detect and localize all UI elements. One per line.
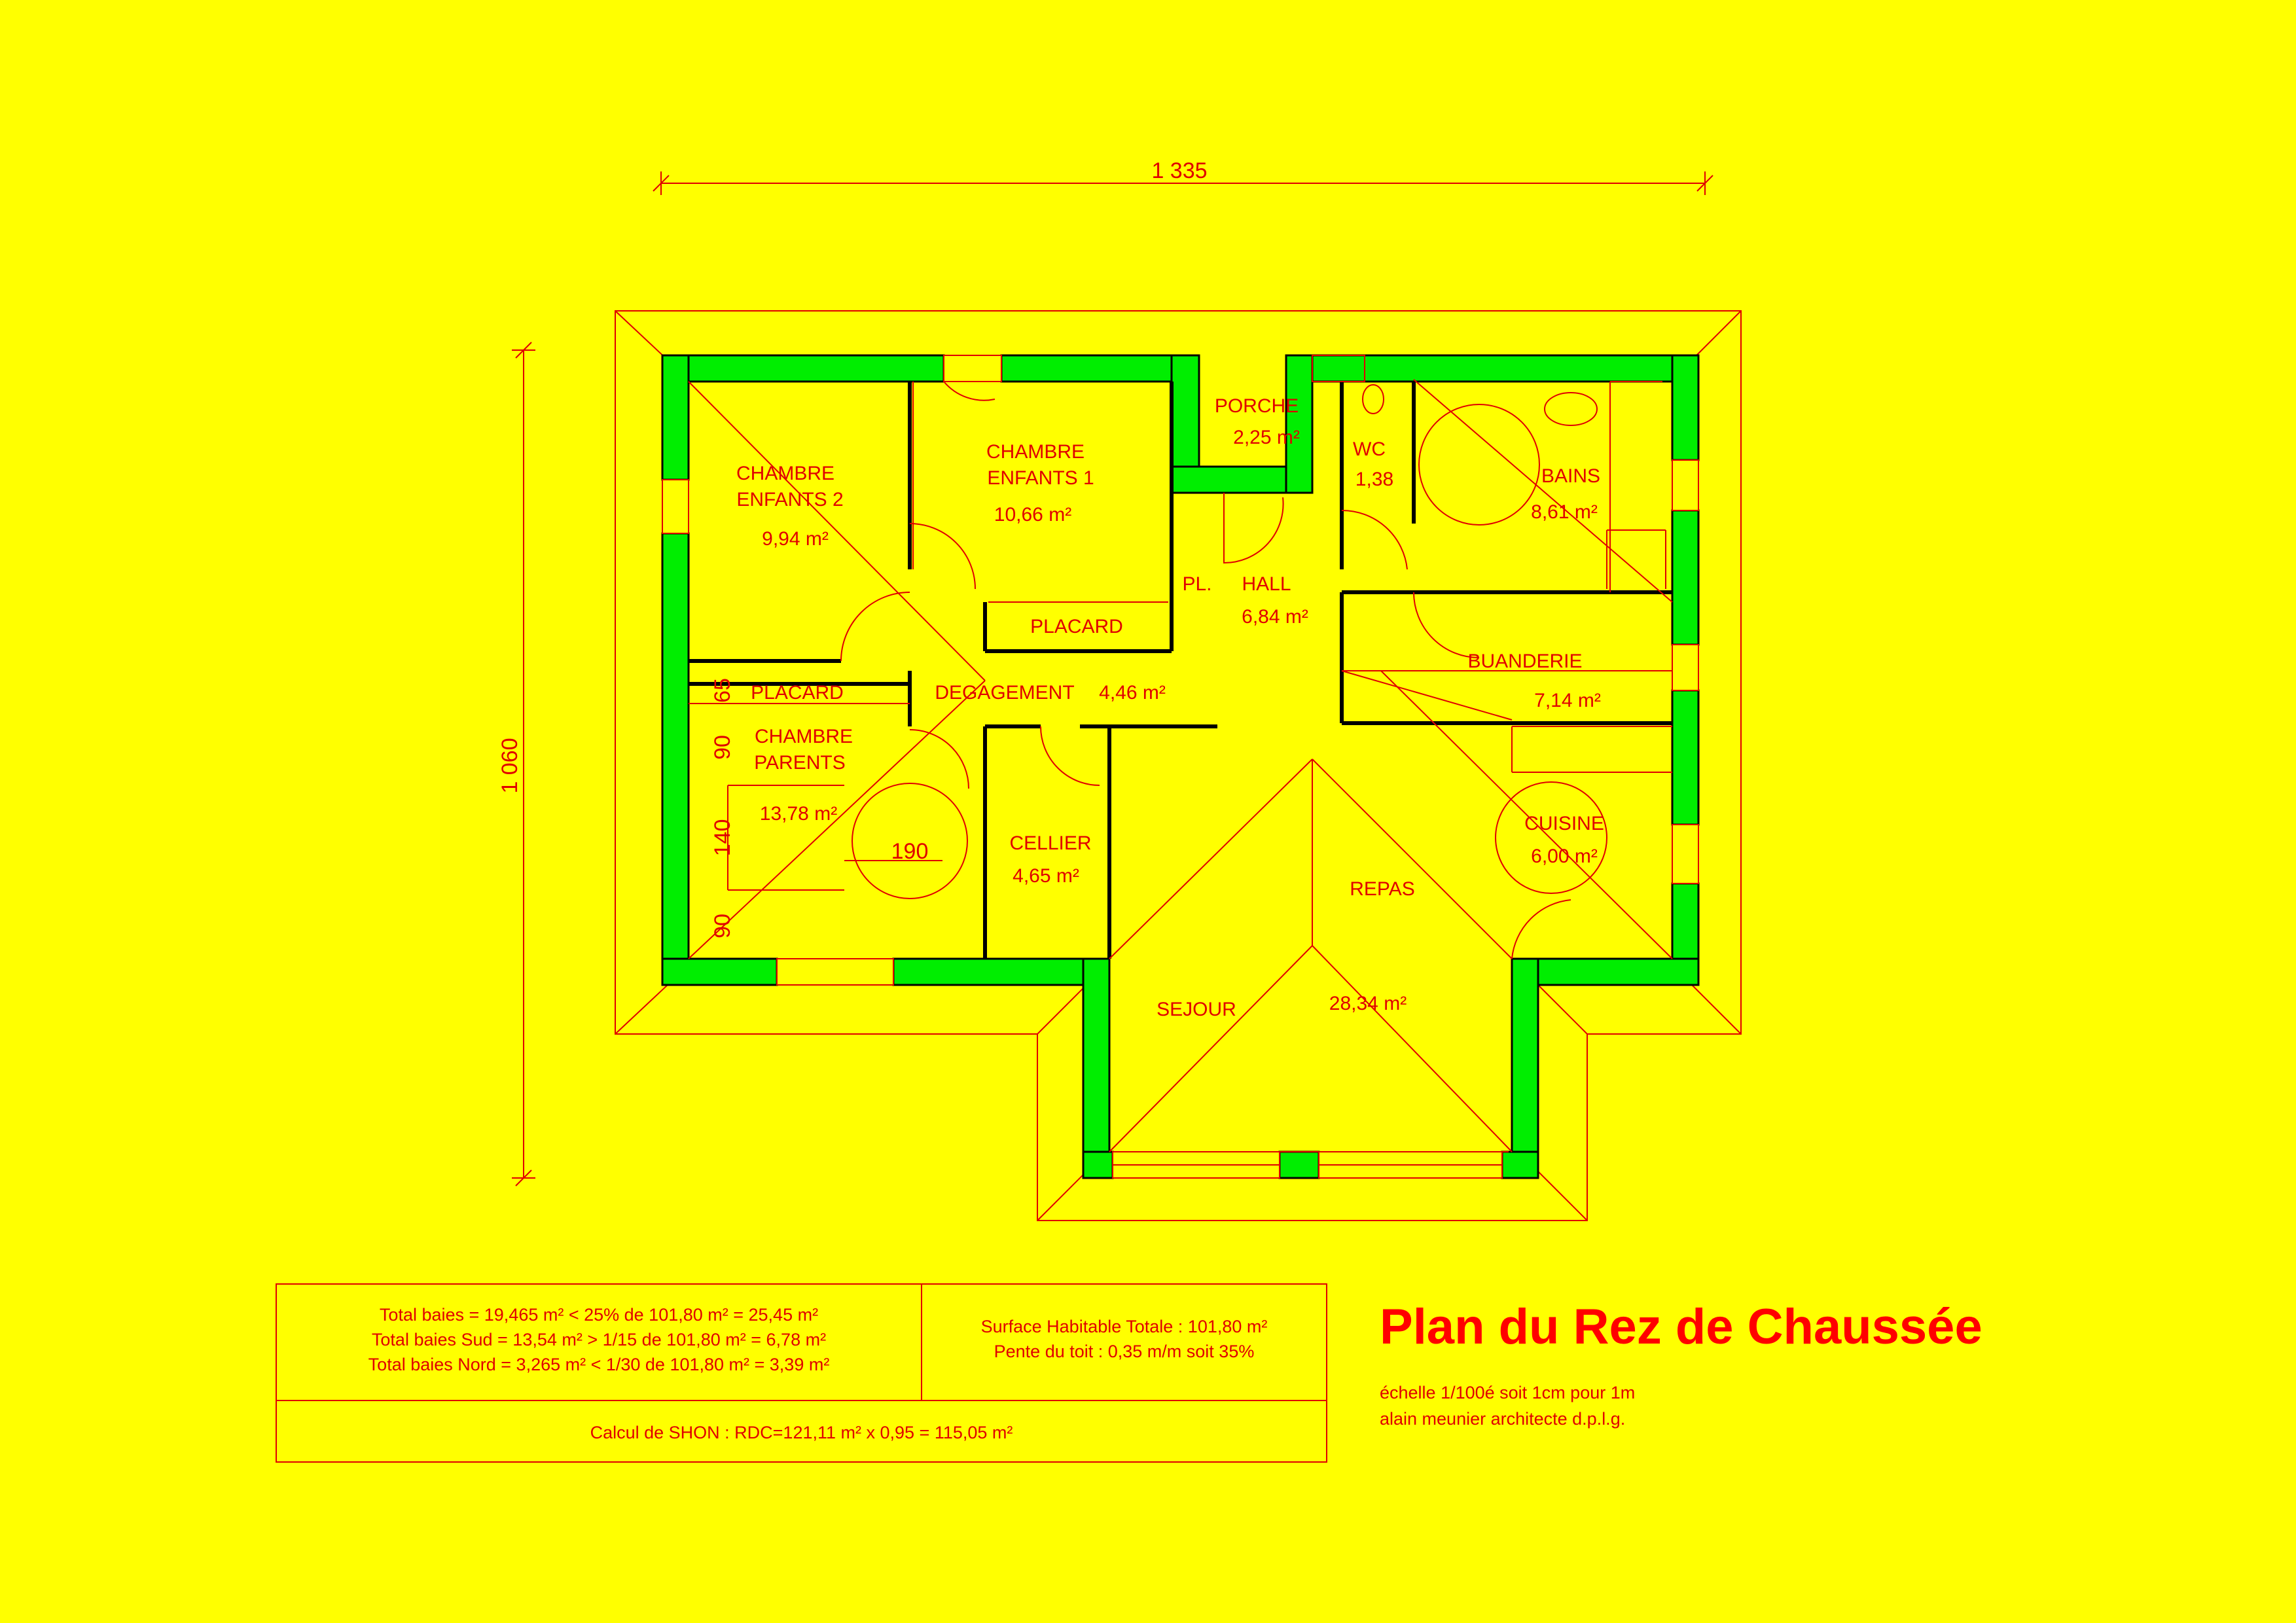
bed-width-label: 190 <box>891 839 929 864</box>
fixtures <box>852 384 1607 899</box>
side-dim-65: 65 <box>710 678 735 703</box>
door-swings <box>840 381 1571 959</box>
side-dim-90a: 90 <box>710 735 735 760</box>
baies-line-1: Total baies = 19,465 m² < 25% de 101,80 … <box>379 1305 819 1325</box>
width-dimension <box>653 171 1713 195</box>
hall-area: 6,84 m² <box>1242 606 1308 628</box>
wc-area: 1,38 <box>1355 469 1393 490</box>
sejour-area: 28,34 m² <box>1329 993 1407 1014</box>
repas-name: REPAS <box>1350 878 1414 900</box>
porche-area: 2,25 m² <box>1233 427 1300 448</box>
parents-name-1: CHAMBRE <box>755 726 853 747</box>
chambre2-name-2: ENFANTS 2 <box>736 489 843 510</box>
parents-area: 13,78 m² <box>760 803 837 825</box>
fine-lines <box>688 379 1673 959</box>
architect-credit: alain meunier architecte d.p.l.g. <box>1380 1409 1626 1429</box>
cuisine-area: 6,00 m² <box>1531 846 1598 867</box>
placard-ch1: PLACARD <box>1030 616 1123 637</box>
cellier-name: CELLIER <box>1009 832 1091 854</box>
scale-note: échelle 1/100é soit 1cm pour 1m <box>1380 1383 1636 1402</box>
bains-name: BAINS <box>1541 465 1600 487</box>
side-dim-90b: 90 <box>710 914 735 938</box>
buanderie-name: BUANDERIE <box>1467 651 1582 672</box>
legend-table <box>276 1283 1327 1463</box>
chambre1-area: 10,66 m² <box>994 504 1071 526</box>
parents-side-dims: 65 90 140 90 <box>710 678 735 938</box>
wc-name: WC <box>1353 438 1386 460</box>
cuisine-name: CUISINE <box>1524 813 1604 834</box>
baies-line-3: Total baies Nord = 3,265 m² < 1/30 de 10… <box>368 1355 830 1374</box>
surface-line-1: Surface Habitable Totale : 101,80 m² <box>980 1317 1268 1336</box>
sejour-name: SEJOUR <box>1157 999 1236 1020</box>
pl-label: PL. <box>1182 573 1211 595</box>
plan-title: Plan du Rez de Chaussée <box>1380 1299 1982 1355</box>
degagement-area: 4,46 m² <box>1099 682 1166 704</box>
interior-walls <box>689 382 1672 959</box>
room-labels: CHAMBRE ENFANTS 2 9,94 m² CHAMBRE ENFANT… <box>736 395 1604 1020</box>
buanderie-area: 7,14 m² <box>1534 690 1601 711</box>
porche-name: PORCHE <box>1215 395 1299 417</box>
roof-outline <box>615 310 1742 1221</box>
legend-shon: Calcul de SHON : RDC=121,11 m² x 0,95 = … <box>590 1423 1013 1442</box>
height-dimension <box>512 342 535 1186</box>
baies-line-2: Total baies Sud = 13,54 m² > 1/15 de 101… <box>371 1330 827 1349</box>
exterior-walls <box>661 354 1700 1179</box>
living-roof-lines <box>1109 758 1513 1152</box>
chambre2-name-1: CHAMBRE <box>736 463 834 484</box>
legend-baies: Total baies = 19,465 m² < 25% de 101,80 … <box>276 1302 922 1377</box>
surface-line-2: Pente du toit : 0,35 m/m soit 35% <box>994 1342 1255 1361</box>
chambre2-area: 9,94 m² <box>762 528 829 550</box>
legend-surface: Surface Habitable Totale : 101,80 m² Pen… <box>922 1314 1327 1364</box>
parents-name-2: PARENTS <box>754 752 845 774</box>
title-block: Plan du Rez de Chaussée échelle 1/100é s… <box>1380 1301 1982 1432</box>
degagement-name: DEGAGEMENT <box>935 682 1074 704</box>
side-dim-140: 140 <box>710 819 735 857</box>
placard-parents: PLACARD <box>751 682 844 704</box>
chambre1-name-2: ENFANTS 1 <box>987 467 1094 489</box>
chambre1-name-1: CHAMBRE <box>986 441 1085 463</box>
bains-area: 8,61 m² <box>1531 501 1598 523</box>
sejour-windows <box>1112 1151 1503 1179</box>
height-dimension-label: 1 060 <box>497 738 522 793</box>
hall-name: HALL <box>1242 573 1291 595</box>
windows <box>662 355 1699 986</box>
cellier-area: 4,65 m² <box>1013 865 1079 887</box>
width-dimension-label: 1 335 <box>1151 158 1207 183</box>
